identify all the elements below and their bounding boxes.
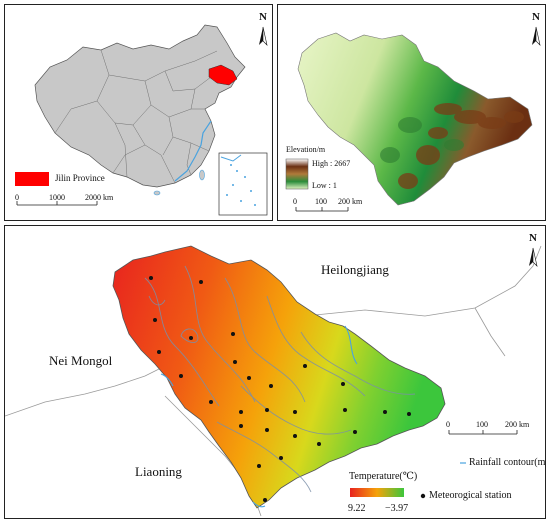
elevation-legend-low: Low : 1 [312, 181, 337, 190]
temperature-min-label: −3.97 [385, 503, 409, 514]
hainan-island [153, 190, 161, 196]
panel-elevation-map: N Elevation/m High : 2667 Low : 1 0 100 … [277, 4, 546, 221]
north-label-a: N [259, 11, 267, 23]
south-china-sea-inset [218, 152, 268, 216]
label-nei-mongol: Nei Mongol [49, 353, 113, 368]
inset-islands [226, 164, 256, 206]
north-label-c: N [529, 232, 537, 244]
panel-china-map: N Jilin Province 0 1000 2000 km [4, 4, 273, 221]
elevation-legend-bar [285, 158, 309, 190]
label-liaoning: Liaoning [135, 464, 182, 479]
china-outline [34, 24, 246, 188]
station-legend-marker [420, 493, 426, 499]
north-arrow-c [529, 247, 538, 267]
panel-temperature-map: N Heilongjiang Nei Mongol Liaoning Tempe… [4, 225, 546, 519]
scale-tick-a-0: 0 [15, 193, 19, 202]
rainfall-legend-label: Rainfall contour(mm) [469, 457, 546, 468]
scale-bar-c [448, 430, 518, 435]
scale-tick-a-1: 1000 [49, 193, 65, 202]
jilin-highlight [208, 64, 238, 86]
scale-tick-c-1: 100 [476, 420, 488, 429]
jilin-legend-label: Jilin Province [55, 173, 105, 183]
jilin-temperature-shape [112, 245, 446, 509]
station-legend-label: Meteorogical station [429, 490, 512, 501]
scale-bar-a [16, 201, 98, 206]
label-heilongjiang: Heilongjiang [321, 262, 389, 277]
north-arrow-b [532, 26, 541, 46]
temperature-map-svg [5, 245, 542, 517]
temperature-legend-bar [350, 488, 404, 497]
province-boundaries [54, 49, 218, 184]
scale-tick-b-1: 100 [315, 197, 327, 206]
china-map-svg [15, 24, 268, 216]
scale-tick-a-2: 2000 km [85, 193, 114, 202]
temperature-max-label: 9.22 [348, 503, 366, 514]
elevation-legend-high: High : 2667 [312, 159, 351, 168]
mountain-texture [398, 103, 524, 189]
scale-bar-b [295, 207, 349, 212]
north-arrow-a [259, 26, 268, 46]
scale-tick-c-2: 200 km [505, 420, 530, 429]
coastline [174, 120, 212, 182]
jilin-legend-swatch [15, 172, 49, 186]
taiwan-island [199, 169, 205, 181]
elevation-map-svg [285, 26, 541, 212]
scale-tick-b-2: 200 km [338, 197, 363, 206]
rainfall-contours [144, 265, 416, 493]
temperature-legend-label: Temperature(℃) [349, 471, 418, 482]
station-markers [149, 276, 411, 502]
scale-tick-c-0: 0 [446, 420, 450, 429]
scale-tick-b-0: 0 [293, 197, 297, 206]
elevation-legend-title: Elevation/m [286, 145, 326, 154]
rivers [160, 325, 358, 508]
north-label-b: N [532, 11, 540, 23]
